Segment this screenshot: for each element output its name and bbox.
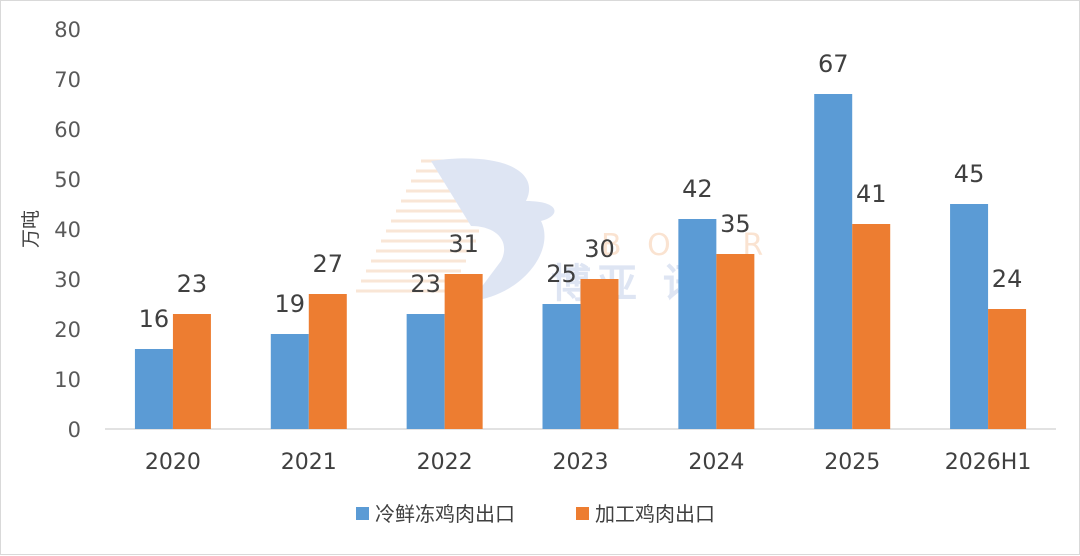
x-category-label: 2023 [553, 450, 609, 475]
legend: 冷鲜冻鸡肉出口 加工鸡肉出口 [356, 502, 715, 526]
bar-series-2 [716, 254, 755, 429]
bar-value-label: 27 [313, 250, 344, 278]
x-category-label: 2026H1 [945, 450, 1032, 475]
y-tick-label: 10 [54, 368, 81, 392]
legend-swatch [356, 507, 369, 520]
legend-label: 加工鸡肉出口 [595, 502, 715, 526]
y-axis-title: 万吨 [20, 210, 42, 248]
bar-value-label: 45 [954, 160, 985, 188]
bar-value-label: 23 [177, 270, 208, 298]
bar-series-2 [580, 279, 619, 429]
y-tick-label: 80 [54, 18, 81, 42]
x-category-label: 2020 [145, 450, 201, 475]
legend-swatch [576, 507, 589, 520]
y-tick-label: 0 [68, 418, 81, 442]
bar-series-2 [988, 309, 1027, 429]
bar-value-label: 67 [818, 50, 849, 78]
y-tick-label: 40 [54, 218, 81, 242]
watermark-chinese-text: 博亚 讯 [551, 261, 709, 307]
bar-series-2 [308, 294, 347, 429]
watermark-stripes [356, 159, 483, 293]
y-tick-label: 70 [54, 68, 81, 92]
bar-series-1 [542, 304, 581, 429]
bar-series-1 [270, 334, 309, 429]
bar-value-label: 31 [448, 230, 479, 258]
x-category-label: 2024 [688, 450, 744, 475]
bar-value-label: 30 [584, 235, 615, 263]
bar-series-1 [134, 349, 173, 429]
bar-series-1 [950, 204, 989, 429]
legend-label: 冷鲜冻鸡肉出口 [375, 502, 515, 526]
bar-value-label: 16 [139, 305, 170, 333]
bar-value-label: 41 [856, 180, 887, 208]
x-category-label: 2025 [824, 450, 880, 475]
bar-series-1 [678, 219, 717, 429]
x-category-label: 2021 [281, 450, 337, 475]
bar-series-2 [444, 274, 483, 429]
data-labels-group: 16 19 23 25 42 67 45 23 27 31 30 35 41 24 [139, 50, 1023, 333]
y-tick-label: 30 [54, 268, 81, 292]
bar-series-2 [172, 314, 211, 429]
bar-series-1 [406, 314, 445, 429]
bar-value-label: 19 [275, 290, 306, 318]
watermark-bird-shape [431, 158, 555, 301]
bar-series-2 [852, 224, 891, 429]
bar-series-1 [814, 94, 853, 429]
bar-value-label: 23 [410, 270, 441, 298]
bar-value-label: 42 [682, 175, 713, 203]
bar-value-label: 35 [720, 210, 751, 238]
y-tick-label: 50 [54, 168, 81, 192]
bar-value-label: 24 [992, 265, 1023, 293]
x-category-label: 2022 [417, 450, 473, 475]
bars-group [134, 94, 1027, 429]
y-tick-label: 20 [54, 318, 81, 342]
bar-value-label: 25 [546, 260, 577, 288]
y-tick-label: 60 [54, 118, 81, 142]
